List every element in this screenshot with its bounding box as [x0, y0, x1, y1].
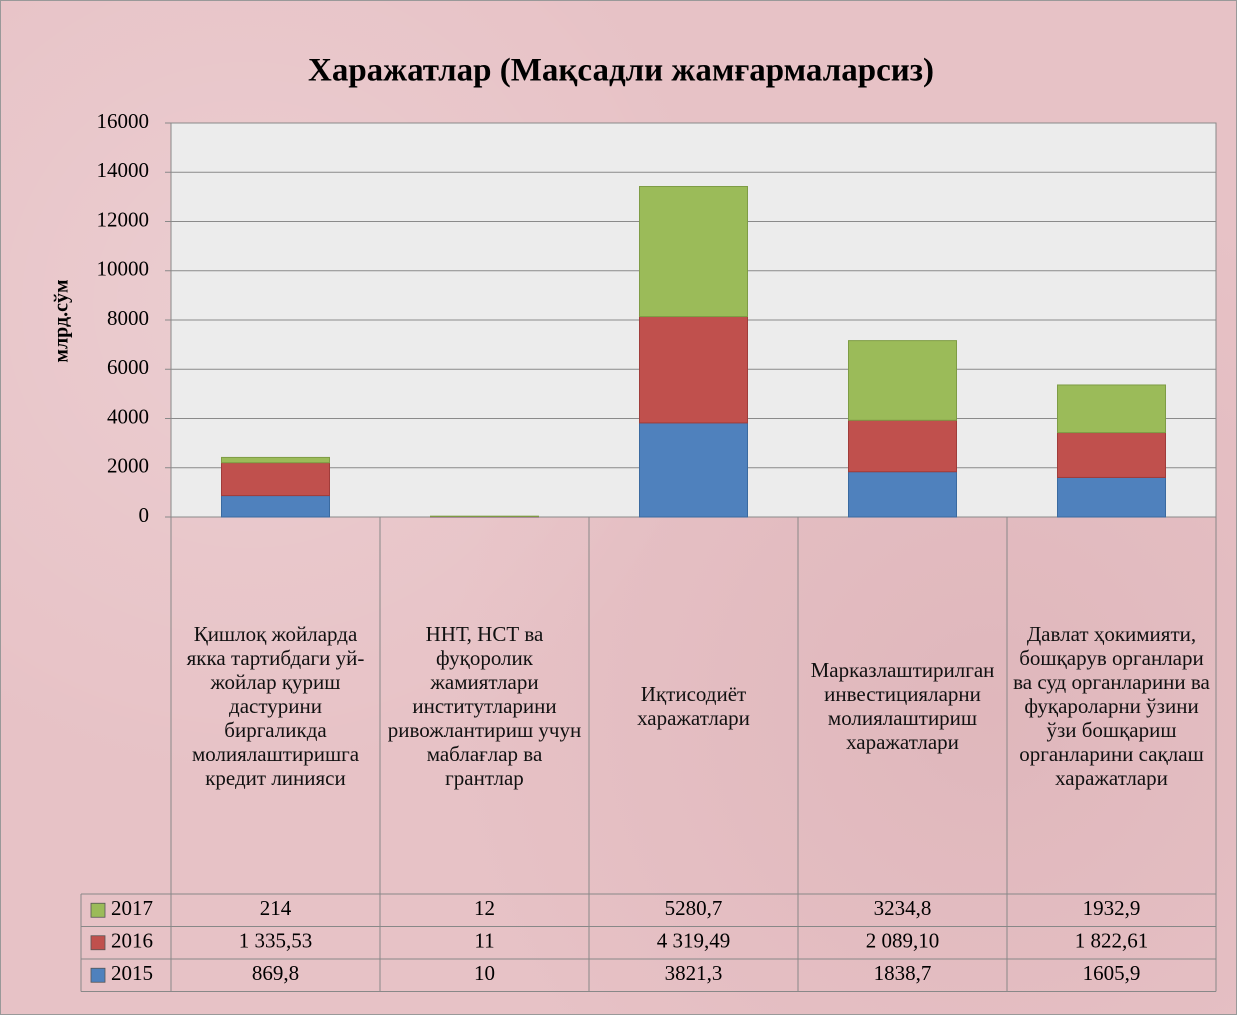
x-category-label: Қишлоқ жойларда якка тартибдаги уй-жойла…	[171, 517, 380, 894]
legend-swatch	[91, 903, 105, 917]
data-table-value: 10	[474, 961, 495, 985]
bar-segment	[849, 420, 957, 471]
bar-segment	[640, 317, 748, 423]
data-table-value: 1932,9	[1083, 896, 1141, 920]
y-tick-label: 10000	[97, 257, 150, 281]
y-tick-label: 6000	[107, 355, 149, 379]
bar-segment	[1058, 477, 1166, 517]
y-tick-label: 4000	[107, 404, 149, 428]
data-table-value: 1 822,61	[1075, 929, 1149, 953]
bar-segment	[849, 472, 957, 517]
y-tick-label: 0	[139, 503, 150, 527]
data-table-value: 214	[260, 896, 292, 920]
data-table-value: 4 319,49	[657, 929, 731, 953]
legend-swatch	[91, 968, 105, 982]
data-table-value: 11	[474, 929, 494, 953]
legend-label: 2016	[111, 929, 153, 953]
data-table-value: 3234,8	[874, 896, 932, 920]
bar-segment	[1058, 433, 1166, 478]
y-tick-label: 14000	[97, 158, 150, 182]
data-table-value: 1 335,53	[239, 929, 313, 953]
data-table-value: 1605,9	[1083, 961, 1141, 985]
y-axis-label: млрд.сўм	[51, 279, 73, 362]
bar-segment	[640, 423, 748, 517]
data-table-value: 2 089,10	[866, 929, 940, 953]
y-tick-label: 8000	[107, 306, 149, 330]
y-tick-label: 12000	[97, 207, 150, 231]
bar-segment	[849, 341, 957, 421]
bar-segment	[222, 463, 330, 496]
x-category-label: Давлат ҳокимияти, бошқарув органлари ва …	[1007, 517, 1216, 894]
x-category-label: Иқтисодиёт харажатлари	[589, 517, 798, 894]
data-table-value: 3821,3	[665, 961, 723, 985]
y-tick-label: 2000	[107, 454, 149, 478]
legend-swatch	[91, 936, 105, 950]
data-table-value: 869,8	[252, 961, 299, 985]
data-table-value: 12	[474, 896, 495, 920]
data-table-value: 5280,7	[665, 896, 723, 920]
bar-segment	[1058, 385, 1166, 433]
x-category-label: ННТ, НСТ ва фуқоролик жамиятлари институ…	[380, 517, 589, 894]
y-tick-label: 16000	[97, 109, 150, 133]
chart-title: Харажатлар (Мақсадли жамғармаларсиз)	[308, 53, 934, 89]
bar-segment	[640, 186, 748, 316]
legend-label: 2017	[111, 896, 153, 920]
bar-segment	[222, 457, 330, 462]
bar-segment	[222, 496, 330, 517]
x-category-label: Марказлаштирилган инвестицияларни молиял…	[798, 517, 1007, 894]
legend-label: 2015	[111, 961, 153, 985]
data-table-value: 1838,7	[874, 961, 932, 985]
